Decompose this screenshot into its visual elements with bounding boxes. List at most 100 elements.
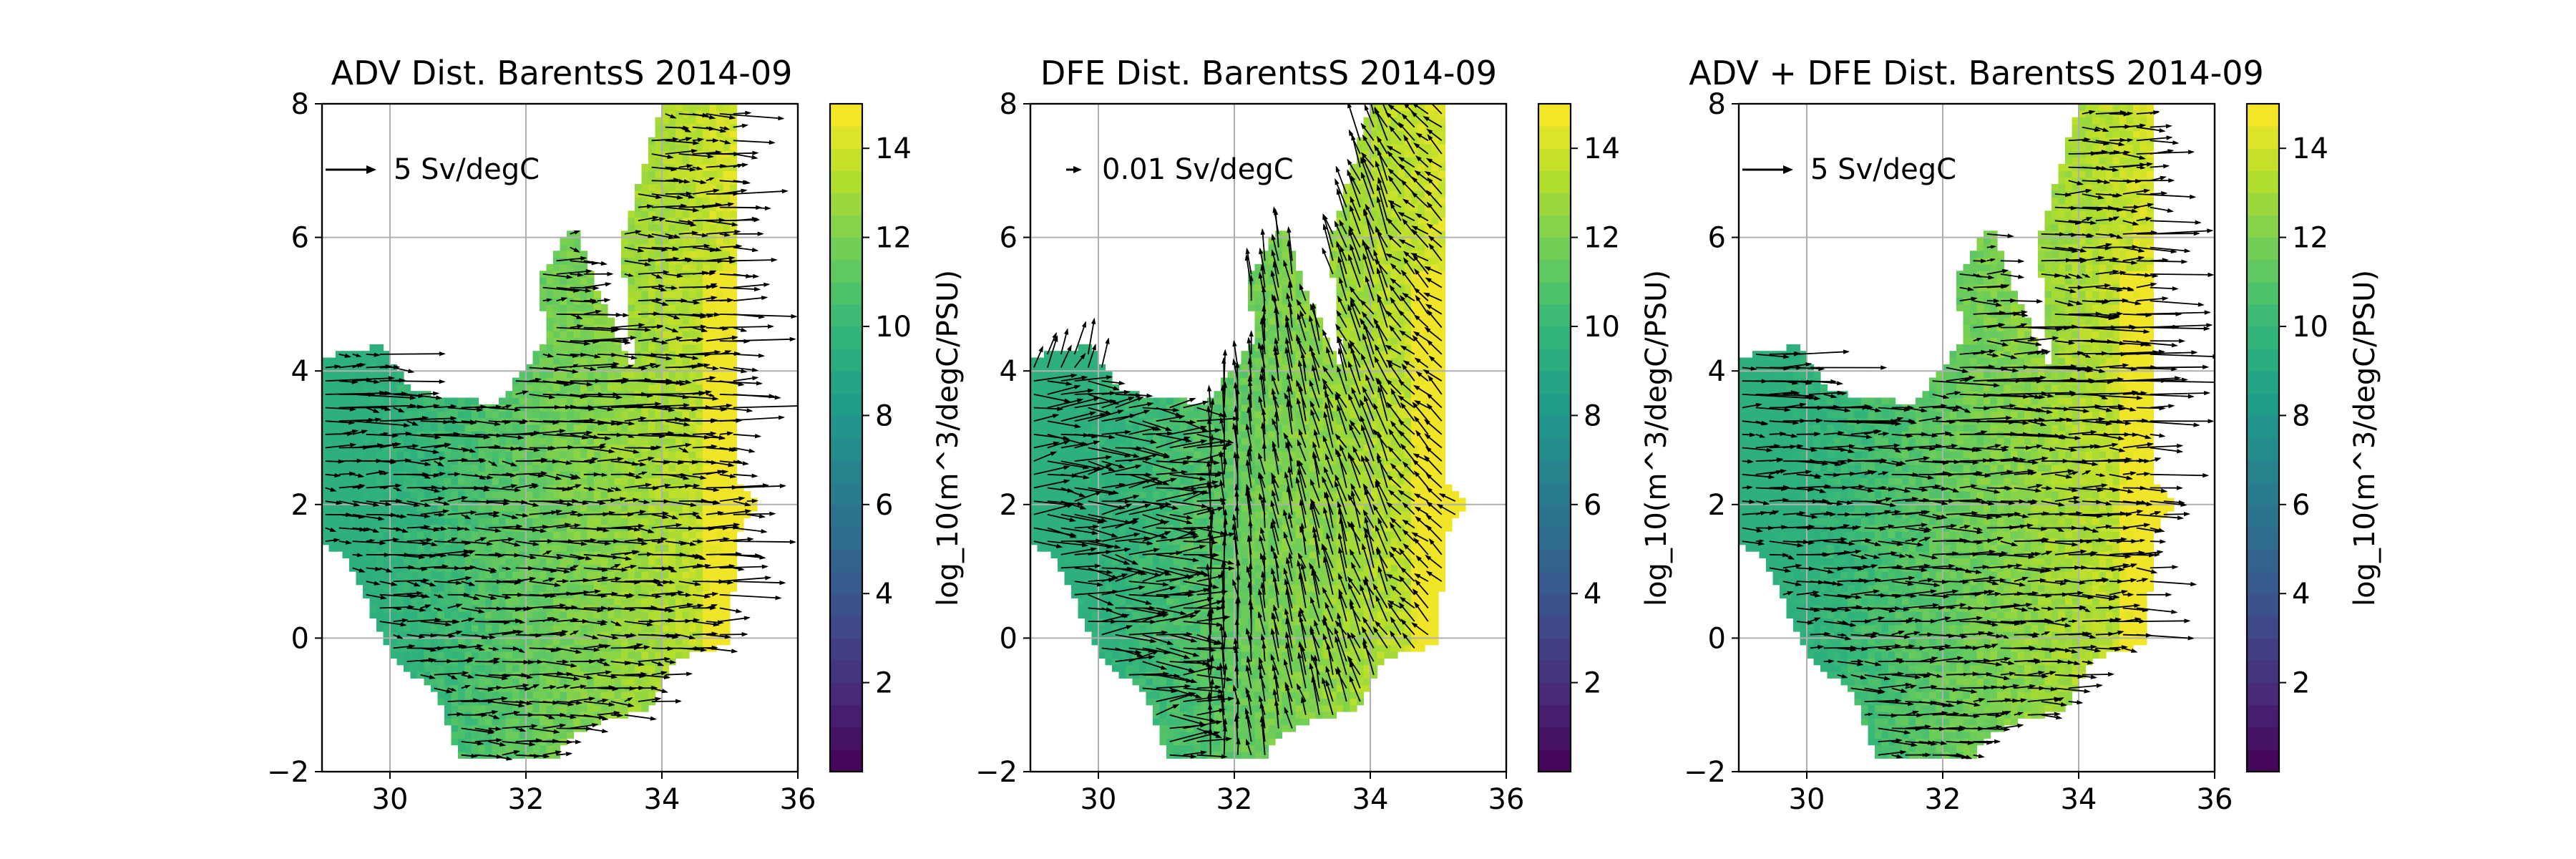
heatmap-cell bbox=[464, 551, 472, 558]
heatmap-cell bbox=[668, 424, 676, 432]
heatmap-cell bbox=[600, 571, 608, 578]
heatmap-cell bbox=[655, 531, 663, 538]
heatmap-cell bbox=[472, 558, 479, 566]
heatmap-cell bbox=[675, 210, 683, 218]
heatmap-cell bbox=[635, 624, 643, 632]
quiver-arrowhead bbox=[593, 435, 600, 440]
heatmap-cell bbox=[526, 704, 534, 712]
heatmap-cell bbox=[546, 524, 554, 532]
heatmap-cell bbox=[655, 271, 663, 278]
heatmap-cell bbox=[594, 477, 602, 485]
heatmap-cell bbox=[614, 618, 622, 626]
heatmap-cell bbox=[567, 317, 575, 325]
heatmap-cell bbox=[342, 531, 350, 538]
heatmap-cell bbox=[356, 524, 364, 532]
heatmap-cell bbox=[580, 477, 588, 485]
heatmap-cell bbox=[553, 437, 561, 445]
heatmap-cell bbox=[709, 317, 717, 325]
heatmap-cell bbox=[560, 251, 567, 258]
heatmap-cell bbox=[519, 724, 527, 732]
heatmap-cell bbox=[410, 437, 418, 445]
heatmap-cell bbox=[675, 357, 683, 365]
heatmap-cell bbox=[635, 638, 643, 646]
heatmap-cell bbox=[404, 437, 411, 445]
heatmap-cell bbox=[485, 651, 493, 659]
heatmap-cell bbox=[668, 371, 676, 379]
heatmap-cell bbox=[472, 544, 479, 552]
quiver-arrowhead bbox=[464, 685, 471, 689]
heatmap-cell bbox=[553, 691, 561, 699]
heatmap-cell bbox=[464, 531, 472, 538]
heatmap-cell bbox=[451, 411, 459, 419]
heatmap-cell bbox=[512, 397, 520, 405]
heatmap-cell bbox=[614, 544, 622, 552]
heatmap-cell bbox=[560, 598, 567, 606]
heatmap-cell bbox=[594, 531, 602, 538]
heatmap-cell bbox=[730, 491, 738, 498]
heatmap-cell bbox=[675, 518, 683, 525]
quiver-arrowhead bbox=[384, 407, 391, 412]
heatmap-cell bbox=[567, 263, 575, 271]
heatmap-cell bbox=[621, 531, 629, 538]
heatmap-cell bbox=[546, 518, 554, 525]
heatmap-cell bbox=[689, 518, 697, 525]
heatmap-cell bbox=[546, 571, 554, 578]
quiver-arrowhead bbox=[602, 528, 610, 533]
heatmap-cell bbox=[540, 732, 547, 739]
heatmap-cell bbox=[546, 744, 554, 752]
quiver-arrow bbox=[393, 417, 428, 422]
heatmap-cell bbox=[723, 498, 731, 505]
quiver-arrowhead bbox=[586, 430, 593, 435]
heatmap-cell bbox=[478, 671, 486, 679]
heatmap-cell bbox=[328, 531, 336, 538]
quiver-arrowhead bbox=[487, 541, 494, 546]
heatmap-cell bbox=[587, 704, 595, 712]
heatmap-cell bbox=[696, 110, 703, 118]
quiver-arrow bbox=[379, 606, 414, 609]
heatmap-cell bbox=[505, 538, 513, 545]
heatmap-cell bbox=[709, 624, 717, 632]
heatmap-cell bbox=[587, 431, 595, 439]
quiver-arrowhead bbox=[390, 460, 397, 465]
heatmap-cell bbox=[383, 504, 391, 512]
heatmap-cell bbox=[716, 531, 724, 538]
quiver-arrowhead bbox=[492, 646, 499, 651]
heatmap-cell bbox=[540, 691, 547, 699]
heatmap-cell bbox=[546, 511, 554, 518]
heatmap-cell bbox=[383, 371, 391, 379]
heatmap-cell bbox=[736, 504, 744, 512]
heatmap-cell bbox=[369, 437, 377, 445]
quiver-arrowhead bbox=[442, 509, 450, 514]
heatmap-cell bbox=[356, 504, 364, 512]
heatmap-cell bbox=[696, 558, 703, 566]
heatmap-cell bbox=[621, 371, 629, 379]
heatmap-cell bbox=[532, 624, 540, 632]
heatmap-cell bbox=[349, 477, 357, 485]
heatmap-cell bbox=[560, 718, 567, 726]
quiver-arrowhead bbox=[577, 324, 584, 329]
heatmap-cell bbox=[437, 691, 445, 699]
heatmap-cell bbox=[614, 624, 622, 632]
heatmap-cell bbox=[594, 464, 602, 472]
heatmap-cell bbox=[600, 317, 608, 325]
heatmap-cell bbox=[356, 464, 364, 472]
heatmap-cell bbox=[655, 664, 663, 672]
heatmap-cell bbox=[376, 611, 384, 618]
heatmap-cell bbox=[512, 504, 520, 512]
heatmap-cell bbox=[342, 498, 350, 505]
heatmap-cell bbox=[716, 518, 724, 525]
heatmap-cell bbox=[492, 457, 499, 465]
heatmap-cell bbox=[444, 624, 452, 632]
heatmap-cell bbox=[662, 291, 670, 299]
heatmap-cell bbox=[560, 317, 567, 325]
heatmap-cell bbox=[587, 277, 595, 285]
heatmap-cell bbox=[526, 424, 534, 432]
heatmap-cell bbox=[641, 504, 649, 512]
heatmap-cell bbox=[349, 371, 357, 379]
quiver-arrowhead bbox=[537, 473, 545, 478]
quiver-arrowhead bbox=[628, 364, 634, 369]
quiver-arrowhead bbox=[655, 593, 662, 599]
quiver-arrowhead bbox=[464, 553, 471, 558]
heatmap-cell bbox=[662, 251, 670, 258]
heatmap-cell bbox=[655, 504, 663, 512]
